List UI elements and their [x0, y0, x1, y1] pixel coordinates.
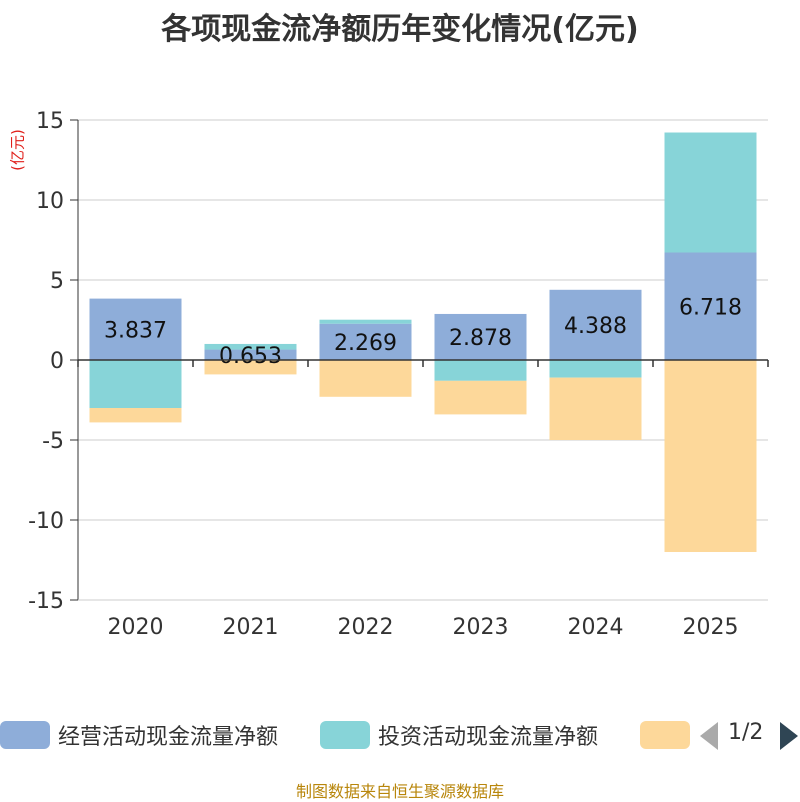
y-tick-label: -10 — [28, 509, 64, 534]
legend-item-investing[interactable]: 投资活动现金流量净额 — [320, 718, 598, 752]
x-tick-label: 2020 — [108, 615, 164, 640]
data-label-2025: 6.718 — [679, 295, 742, 320]
x-tick-label: 2022 — [338, 615, 394, 640]
data-label-2021: 0.653 — [219, 344, 282, 369]
data-label-2022: 2.269 — [334, 331, 397, 356]
bar-segment-2024-series-2 — [549, 377, 642, 440]
bar-segment-2025-series-2 — [664, 360, 757, 552]
bar-segment-2021-series-1 — [204, 343, 297, 350]
data-source-note: 制图数据来自恒生聚源数据库 — [295, 782, 504, 801]
data-label-2024: 4.388 — [564, 314, 627, 339]
y-tick-label: 5 — [50, 269, 64, 294]
bar-segment-2025-series-0 — [664, 252, 757, 360]
legend-prev-page-arrow-icon[interactable] — [700, 722, 718, 750]
y-tick-label: -5 — [42, 429, 64, 454]
bar-segment-2020-series-0 — [89, 298, 182, 360]
legend-item-operating[interactable]: 经营活动现金流量净额 — [0, 718, 278, 752]
legend-label-investing: 投资活动现金流量净额 — [378, 725, 599, 750]
legend-label-operating: 经营活动现金流量净额 — [58, 725, 279, 750]
x-tick-label: 2021 — [223, 615, 279, 640]
y-tick-label: 15 — [36, 109, 64, 134]
data-label-2023: 2.878 — [449, 326, 512, 351]
y-tick-label: -15 — [28, 589, 64, 614]
bar-segment-2022-series-0 — [319, 323, 412, 360]
x-tick-label: 2025 — [683, 615, 739, 640]
bar-segment-2022-series-2 — [319, 360, 412, 397]
bar-segment-2023-series-1 — [434, 360, 527, 381]
legend-swatch-operating — [0, 721, 50, 749]
bar-segment-2020-series-1 — [89, 360, 182, 408]
legend-swatch-financing — [640, 721, 690, 749]
legend-swatch-investing — [320, 721, 370, 749]
bar-segment-2024-series-0 — [549, 289, 642, 360]
bar-segment-2023-series-2 — [434, 380, 527, 415]
legend: 经营活动现金流量净额 投资活动现金流量净额 1/2 — [0, 718, 800, 752]
bar-segment-2021-series-0 — [204, 349, 297, 360]
x-tick-label: 2024 — [568, 615, 624, 640]
bar-segment-2025-series-1 — [664, 132, 757, 253]
bar-segment-2024-series-1 — [549, 360, 642, 378]
legend-page-indicator: 1/2 — [728, 720, 764, 745]
chart-title: 各项现金流净额历年变化情况(亿元) — [161, 12, 639, 47]
y-tick-label: 0 — [50, 349, 64, 374]
data-label-2020: 3.837 — [104, 318, 167, 343]
legend-next-page-arrow-icon[interactable] — [780, 722, 798, 750]
bar-segment-2023-series-0 — [434, 313, 527, 360]
x-tick-label: 2023 — [453, 615, 509, 640]
bar-segment-2022-series-1 — [319, 319, 412, 324]
bar-segment-2021-series-2 — [204, 360, 297, 375]
bar-segment-2020-series-2 — [89, 408, 182, 423]
legend-item-financing[interactable] — [640, 718, 698, 752]
stacked-bar-chart: 15 10 5 0 -5 -10 -15 3.837 0.653 2.269 2.878 4.388 6… — [28, 109, 769, 640]
y-tick-label: 10 — [36, 189, 64, 214]
legend-pager: 1/2 — [700, 718, 800, 752]
